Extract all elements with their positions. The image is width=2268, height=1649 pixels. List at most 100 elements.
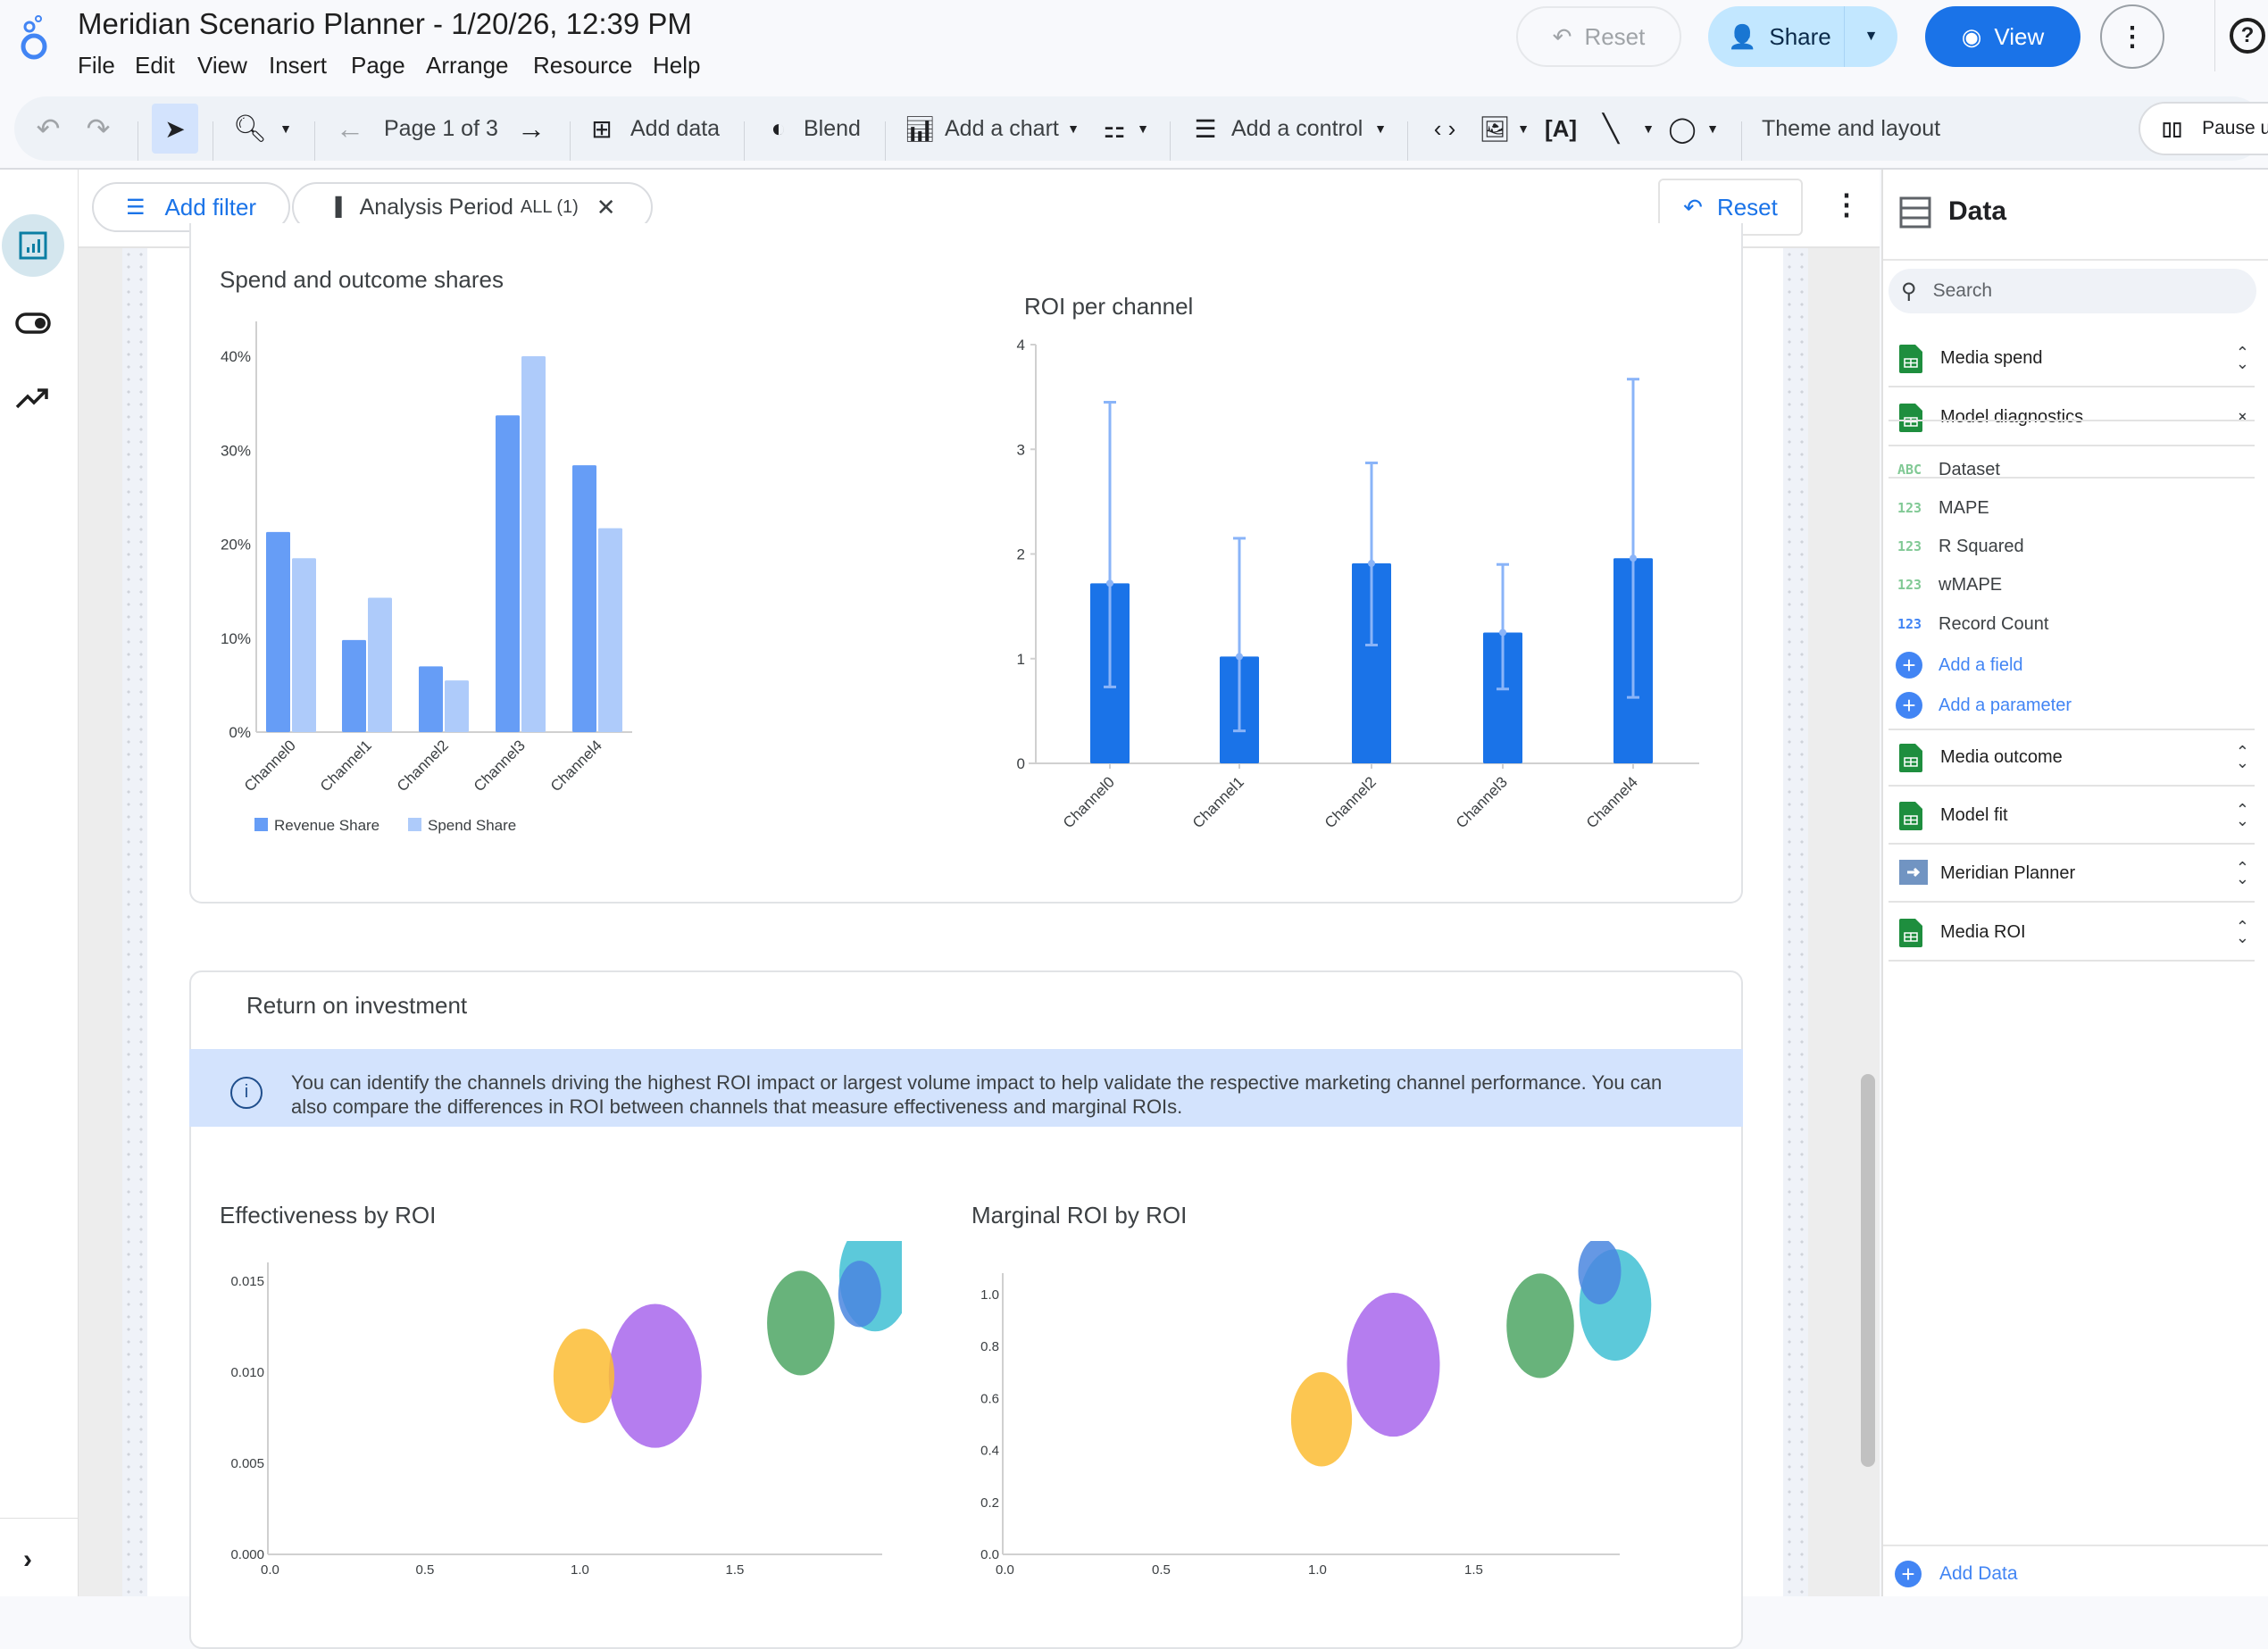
menu-view[interactable]: View [197,52,247,79]
filter-bar-more-icon[interactable]: ⋮ [1832,188,1861,221]
redo-icon[interactable]: ↷ [86,112,111,145]
add-control-icon[interactable]: ☰ [1194,114,1217,143]
text-box-icon[interactable]: [A] [1544,114,1578,142]
zoom-icon[interactable]: 🔍︎ [232,113,268,144]
add-chart-button[interactable]: Add a chart [945,116,1059,141]
undo-icon: ↶ [1552,22,1572,50]
effectiveness-scatter-chart: 0.0 0.5 1.0 1.5 0.000 0.005 0.010 0.015 [230,1241,902,1578]
shape-icon[interactable]: ◯ [1668,114,1697,143]
expand-panel-chevron-icon[interactable]: › [23,1545,32,1574]
x-tick-label: Channel0 [241,737,299,795]
menu-help[interactable]: Help [653,52,701,79]
bubble-channel2 [838,1261,881,1328]
y-tick-label: 0.000 [230,1547,264,1562]
add-data-icon[interactable]: ⊞ [591,114,613,143]
field-item[interactable]: 123 R Squared [1897,536,2024,556]
add-field-button[interactable]: + Add a field [1896,652,2023,679]
code-embed-icon[interactable]: ‹ › [1433,114,1456,142]
value-point [1106,579,1113,587]
y-tick-label: 0.6 [980,1391,999,1406]
field-item[interactable]: 123 Record Count [1897,613,2049,634]
add-person-icon: 👤 [1728,22,1757,50]
shape-dropdown-icon[interactable]: ▼ [1706,121,1719,136]
select-cursor-icon[interactable]: ➤ [152,104,198,154]
reset-filters-button[interactable]: ↶ Reset [1658,179,1803,236]
menu-resource[interactable]: Resource [533,52,633,79]
trending-icon[interactable] [15,387,49,413]
expand-icon[interactable]: ⌃ ⌄ [2235,918,2249,946]
view-button[interactable]: ◉ View [1925,6,2080,67]
image-icon[interactable]: 🖼︎ [1479,114,1511,143]
expand-icon[interactable]: ⌃ ⌄ [2235,859,2249,887]
reset-button[interactable]: ↶ Reset [1516,6,1681,67]
zoom-dropdown-icon[interactable]: ▼ [279,121,292,136]
roi-per-channel-chart: 0 1 2 3 4 Channel0 Channel1 Channel2 Channel3 Cha… [1017,337,1699,831]
left-rail [0,170,79,1596]
bubble-channel0 [1506,1273,1574,1378]
chart-title: ROI per channel [1024,293,1194,320]
toggle-icon[interactable] [15,312,51,338]
blend-icon[interactable]: ◐ [771,114,787,142]
add-chart-icon[interactable]: 📊︎ [904,114,936,143]
data-source-model-diagnostics[interactable]: Model diagnostics ⌄ ⌃ [1889,389,2255,446]
field-item[interactable]: ABC Dataset [1897,459,2000,479]
data-source-model-fit[interactable]: Model fit ⌃ ⌄ [1889,787,2255,845]
blend-button[interactable]: Blend [804,116,861,141]
undo-icon[interactable]: ↶ [36,112,61,145]
data-source-media-roi[interactable]: Media ROI ⌃ ⌄ [1889,904,2255,962]
add-chart-dropdown-icon[interactable]: ▼ [1067,121,1080,136]
data-search-input[interactable]: ⚲ Search [1889,269,2256,313]
chart-title: Effectiveness by ROI [220,1202,437,1228]
previous-page-icon[interactable]: ← [336,112,364,145]
add-control-button[interactable]: Add a control [1231,116,1363,141]
canvas-scrollbar[interactable] [1861,1074,1875,1467]
bar-channel0-revenue [266,531,290,732]
y-tick-label: 0.005 [230,1456,264,1471]
value-point [1368,560,1375,568]
line-dropdown-icon[interactable]: ▼ [1642,121,1655,136]
collapse-icon[interactable]: ⌄ ⌃ [2235,403,2249,431]
add-parameter-button[interactable]: + Add a parameter [1896,692,2072,719]
add-data-button[interactable]: + Add Data [1895,1561,2018,1587]
image-dropdown-icon[interactable]: ▼ [1517,121,1530,136]
y-tick-label: 0.8 [980,1339,999,1354]
data-source-meridian-planner[interactable]: Meridian Planner ⌃ ⌄ [1889,845,2255,903]
app-logo[interactable] [16,12,52,67]
menu-file[interactable]: File [78,52,115,79]
menu-page[interactable]: Page [351,52,405,79]
report-title[interactable]: Meridian Scenario Planner - 1/20/26, 12:… [78,7,692,40]
help-icon[interactable]: ? [2230,18,2265,54]
data-source-media-spend[interactable]: Media spend ⌃ ⌄ [1889,330,2255,387]
remove-filter-close-icon[interactable]: ✕ [596,193,616,221]
y-tick-label: 0.4 [980,1444,999,1459]
y-tick-label: 0.0 [980,1547,999,1562]
expand-icon[interactable]: ⌃ ⌄ [2235,344,2249,372]
add-data-button[interactable]: Add data [630,116,721,141]
field-item[interactable]: 123 MAPE [1897,497,1989,518]
more-options-button[interactable]: ⋮ [2100,4,2164,69]
expand-icon[interactable]: ⌃ ⌄ [2235,743,2249,771]
data-source-media-outcome[interactable]: Media outcome ⌃ ⌄ [1889,729,2255,787]
line-icon[interactable]: ╲ [1602,113,1620,144]
theme-and-layout-button[interactable]: Theme and layout [1762,116,1941,141]
community-dropdown-icon[interactable]: ▼ [1137,121,1149,136]
x-tick-label: Channel3 [1453,773,1511,831]
next-page-icon[interactable]: → [517,112,546,145]
menu-edit[interactable]: Edit [135,52,175,79]
number-type-icon: 123 [1897,538,1922,554]
report-pages-icon[interactable] [2,214,64,277]
menu-insert[interactable]: Insert [269,52,328,79]
community-visualizations-icon[interactable]: ⚏ [1103,114,1126,143]
x-tick-label: 0.0 [996,1562,1014,1578]
expand-icon[interactable]: ⌃ ⌄ [2235,801,2249,829]
share-button[interactable]: 👤 Share ▼ [1708,6,1897,67]
x-tick-label: Channel0 [1060,773,1118,831]
share-dropdown-chevron-icon[interactable]: ▼ [1844,6,1897,67]
number-type-icon: 123 [1897,500,1922,516]
field-item[interactable]: 123 wMAPE [1897,574,2003,595]
menu-arrange[interactable]: Arrange [426,52,509,79]
pause-updates-button[interactable]: ▯▯ Pause u [2139,102,2268,155]
add-control-dropdown-icon[interactable]: ▼ [1374,121,1387,136]
number-type-icon: 123 [1897,577,1922,593]
bubble-channel3 [1347,1292,1440,1437]
